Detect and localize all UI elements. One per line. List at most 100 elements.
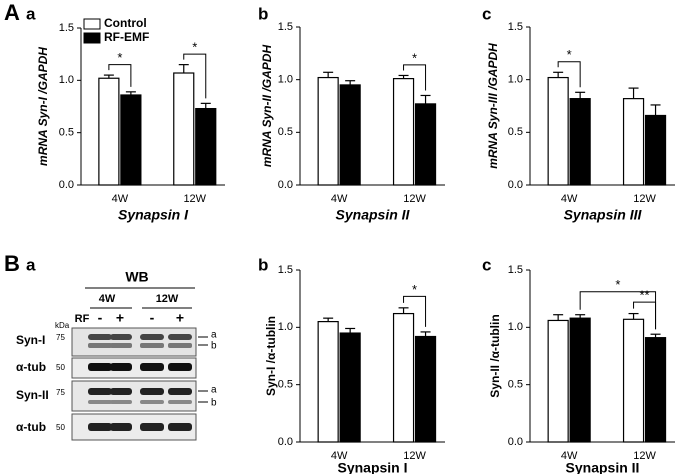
- rf-label: RF: [75, 313, 90, 325]
- error-bar: [575, 314, 586, 319]
- x-tick-label: 12W: [633, 450, 656, 462]
- bracket: [557, 61, 581, 88]
- error-bar: [553, 71, 564, 78]
- y-tick-label: 0.0: [278, 436, 293, 448]
- band-label: b: [211, 341, 217, 352]
- marker: 75: [56, 333, 65, 342]
- significance-label: *: [192, 40, 197, 55]
- x-axis-label: Synapsin II: [566, 460, 640, 474]
- y-tick-label: 0.5: [508, 379, 523, 391]
- row-label: Syn-II: [16, 388, 49, 402]
- bar: [317, 321, 339, 443]
- bracket: [403, 295, 427, 327]
- panel-label: c: [482, 4, 491, 23]
- error-bar: [323, 71, 334, 78]
- row-label: Syn-I: [16, 333, 45, 347]
- y-tick-label: 1.5: [508, 264, 523, 276]
- bracket: [403, 64, 427, 91]
- bar: [317, 76, 339, 186]
- y-tick-label: 1.0: [59, 74, 74, 86]
- bar: [622, 318, 645, 443]
- significance-bracket: [108, 64, 132, 87]
- bar: [569, 98, 591, 186]
- blot-strip: [71, 380, 197, 412]
- panel-label: A: [4, 0, 20, 25]
- x-tick-label: 4W: [331, 450, 348, 462]
- error-bar: [628, 87, 639, 99]
- significance-bracket: [183, 53, 207, 99]
- significance-label: *: [412, 282, 417, 297]
- x-tick-label: 4W: [561, 193, 578, 205]
- band-label: a: [211, 330, 217, 341]
- y-tick-label: 0.0: [59, 179, 74, 191]
- bar: [98, 77, 120, 186]
- y-tick-label: 0.0: [278, 179, 293, 191]
- x-axis-label: Synapsin III: [564, 207, 643, 223]
- x-axis-label: Synapsin I: [118, 207, 189, 223]
- western-blot: WB 4W 12W RF - + - + kDa Syn-I 75 α-tub …: [16, 269, 217, 441]
- y-tick-label: 0.5: [278, 379, 293, 391]
- x-tick-label: 12W: [403, 450, 426, 462]
- treatment: +: [176, 310, 184, 326]
- x-axis-label: Synapsin II: [336, 207, 411, 223]
- bar: [622, 98, 645, 186]
- y-axis-label: Syn-II /α-tublin: [488, 314, 502, 397]
- y-tick-label: 1.0: [278, 74, 293, 86]
- bar: [195, 107, 217, 186]
- error-bar: [178, 64, 189, 74]
- significance-label: **: [639, 288, 649, 303]
- x-tick-label: 12W: [403, 193, 426, 205]
- y-tick-label: 1.5: [278, 264, 293, 276]
- bar: [414, 103, 437, 186]
- y-tick-label: 1.5: [278, 21, 293, 33]
- error-bar: [103, 74, 114, 79]
- x-axis-label: Synapsin I: [337, 460, 407, 474]
- y-tick-label: 1.5: [59, 22, 74, 34]
- legend-label: RF-EMF: [104, 30, 149, 44]
- error-bar: [398, 307, 409, 314]
- bar: [414, 335, 437, 443]
- row-label: α-tub: [16, 420, 46, 434]
- error-bar: [125, 91, 136, 95]
- y-tick-label: 1.0: [278, 321, 293, 333]
- kda-label: kDa: [55, 321, 70, 330]
- panel-label: b: [258, 255, 268, 274]
- x-tick-label: 4W: [561, 450, 578, 462]
- error-bar: [628, 312, 639, 320]
- y-tick-label: 0.0: [508, 436, 523, 448]
- x-tick-label: 12W: [183, 193, 206, 205]
- significance-label: *: [412, 50, 417, 65]
- bar: [547, 319, 569, 443]
- legend-label: Control: [104, 16, 147, 30]
- marker: 50: [56, 363, 65, 372]
- legend-swatch: [83, 32, 101, 44]
- bar: [644, 337, 667, 443]
- x-tick-label: 12W: [633, 193, 656, 205]
- marker: 75: [56, 388, 65, 397]
- panel-label: B: [4, 251, 20, 276]
- y-tick-label: 1.0: [508, 74, 523, 86]
- treatment: -: [150, 310, 155, 326]
- panel-label: a: [26, 255, 36, 274]
- error-bar: [398, 74, 409, 79]
- error-bar: [650, 104, 661, 116]
- bands: [88, 334, 192, 431]
- significance-bracket: [579, 291, 657, 330]
- significance-label: *: [567, 47, 572, 62]
- y-axis-label: mRNA Syn-I /GAPDH: [36, 47, 50, 166]
- bar: [392, 78, 415, 186]
- panel-label: c: [482, 255, 491, 274]
- error-bar: [650, 333, 661, 338]
- bar: [339, 332, 361, 443]
- y-axis-label: mRNA Syn-II /GAPDH: [260, 45, 274, 168]
- bar: [569, 317, 591, 443]
- error-bar: [323, 317, 334, 322]
- significance-label: *: [117, 50, 122, 65]
- bracket: [579, 291, 657, 330]
- y-tick-label: 1.0: [508, 321, 523, 333]
- bar: [173, 72, 195, 186]
- marker: 50: [56, 423, 65, 432]
- significance-bracket: [403, 295, 427, 327]
- y-tick-label: 0.5: [278, 126, 293, 138]
